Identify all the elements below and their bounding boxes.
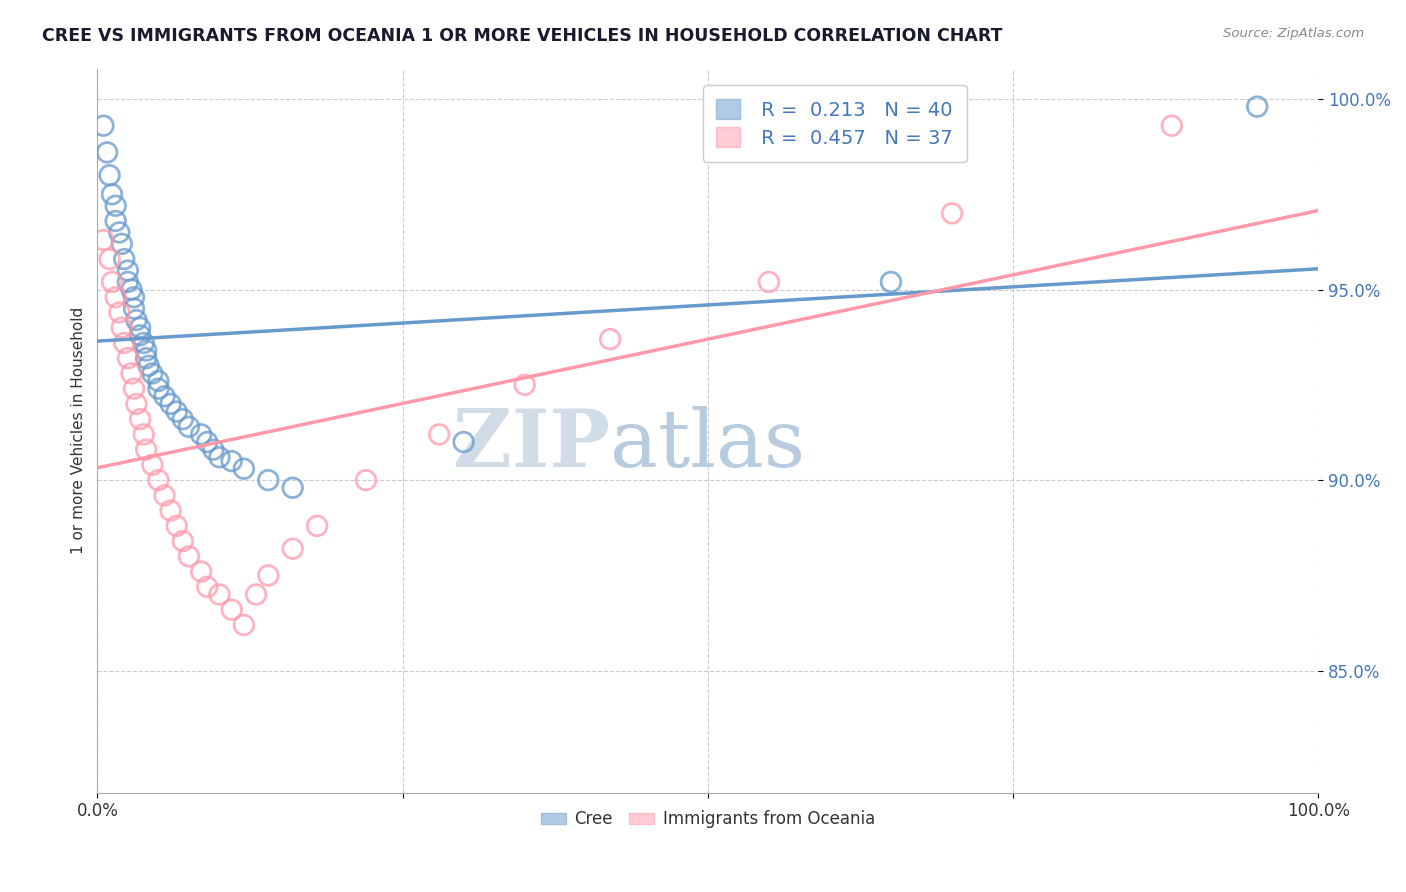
Point [257,568,280,582]
Point [148,374,170,388]
Point [148,382,170,396]
Point [104,290,127,304]
Point [132,427,155,442]
Point [122,301,145,316]
Point [177,419,200,434]
Point [117,351,139,366]
Point [221,603,243,617]
Point [166,404,188,418]
Point [141,458,163,472]
Point [232,461,254,475]
Text: Source: ZipAtlas.com: Source: ZipAtlas.com [1223,27,1364,40]
Point [112,335,135,350]
Point [427,427,450,442]
Point [190,427,212,442]
Point [121,367,143,381]
Point [112,252,135,266]
Point [108,226,131,240]
Point [1246,100,1268,114]
Point [138,359,160,373]
Point [453,435,475,450]
Point [111,236,134,251]
Point [172,412,194,426]
Point [166,519,188,533]
Point [141,367,163,381]
Point [232,618,254,632]
Point [941,206,963,220]
Point [257,473,280,487]
Point [98,168,121,182]
Point [159,397,181,411]
Point [190,565,212,579]
Point [129,412,152,426]
Point [96,145,118,160]
Point [153,389,176,403]
Point [135,343,157,358]
Point [513,377,536,392]
Point [132,335,155,350]
Point [135,351,157,366]
Point [122,382,145,396]
Point [880,275,903,289]
Point [129,320,152,334]
Point [93,233,115,247]
Point [111,320,134,334]
Legend: Cree, Immigrants from Oceania: Cree, Immigrants from Oceania [534,804,882,835]
Point [153,488,176,502]
Point [125,397,148,411]
Point [148,473,170,487]
Point [159,503,181,517]
Point [177,549,200,564]
Text: CREE VS IMMIGRANTS FROM OCEANIA 1 OR MORE VEHICLES IN HOUSEHOLD CORRELATION CHAR: CREE VS IMMIGRANTS FROM OCEANIA 1 OR MOR… [42,27,1002,45]
Point [108,305,131,319]
Point [195,435,218,450]
Point [208,587,231,601]
Point [281,481,304,495]
Point [245,587,267,601]
Point [172,534,194,549]
Point [208,450,231,465]
Point [195,580,218,594]
Point [202,442,225,457]
Point [307,519,329,533]
Point [354,473,377,487]
Point [221,454,243,468]
Point [129,328,152,343]
Point [281,541,304,556]
Point [101,275,124,289]
Point [125,313,148,327]
Point [135,442,157,457]
Point [122,290,145,304]
Point [758,275,780,289]
Text: atlas: atlas [610,406,806,484]
Point [98,252,121,266]
Point [599,332,621,346]
Text: ZIP: ZIP [453,406,610,484]
Point [117,263,139,277]
Point [93,119,115,133]
Point [121,283,143,297]
Y-axis label: 1 or more Vehicles in Household: 1 or more Vehicles in Household [72,307,86,554]
Point [117,275,139,289]
Point [104,199,127,213]
Point [1160,119,1182,133]
Point [104,214,127,228]
Point [101,187,124,202]
